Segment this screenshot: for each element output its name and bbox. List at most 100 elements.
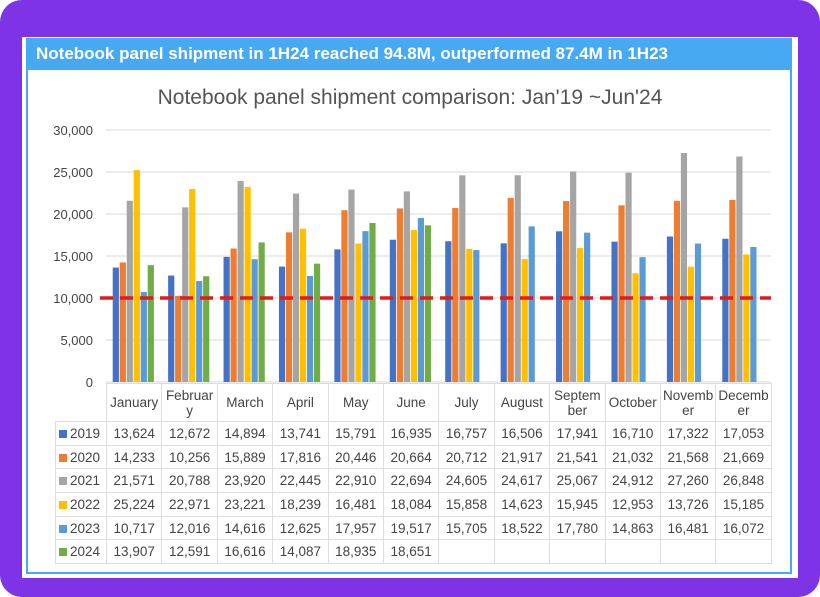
data-cell: 20,788 — [161, 468, 218, 494]
bar-2019-0 — [112, 267, 119, 382]
bar-2023-3 — [306, 275, 314, 382]
data-cell: 21,568 — [659, 444, 717, 470]
bar-2021-9 — [625, 172, 632, 382]
bar-2022-4 — [355, 243, 362, 382]
legend-swatch — [59, 500, 67, 509]
table-row: 2020 14,233 10,256 15,889 17,816 20,446 20,664… — [55, 444, 772, 470]
legend-swatch — [59, 524, 67, 533]
data-cell: 12,016 — [161, 515, 218, 541]
y-tick-label: 5,000 — [60, 333, 93, 348]
bar-2022-9 — [632, 273, 639, 382]
data-cell — [438, 539, 495, 565]
bar-2020-8 — [563, 201, 570, 382]
bar-2021-8 — [570, 171, 577, 382]
data-cell: 14,087 — [272, 539, 329, 565]
data-cell: 18,651 — [382, 539, 440, 565]
bar-2024-4 — [369, 222, 376, 382]
bar-2021-1 — [182, 207, 189, 382]
legend-entry: 2023 — [55, 515, 107, 541]
data-cell: 25,224 — [105, 492, 163, 517]
headline-banner: Notebook panel shipment in 1H24 reached … — [26, 38, 792, 70]
table-row: 2019 13,624 12,672 14,894 13,741 15,791 16,935… — [55, 421, 772, 446]
y-tick-label: 0 — [86, 375, 93, 390]
category-label: Septem ber — [549, 383, 606, 422]
data-cell: 17,322 — [659, 421, 717, 446]
data-cell: 12,953 — [604, 492, 661, 517]
category-label: March — [216, 383, 274, 422]
bar-2020-0 — [119, 262, 126, 382]
data-cell: 21,669 — [715, 444, 772, 470]
bar-2023-8 — [584, 232, 591, 382]
table-row: 2022 25,224 22,971 23,221 18,239 16,481 18,084… — [55, 492, 772, 517]
bar-2021-5 — [403, 191, 410, 382]
table-row: 2021 21,571 20,788 23,920 22,445 22,910 22,694… — [55, 468, 772, 494]
bar-2023-5 — [417, 218, 424, 382]
legend-entry: 2022 — [55, 492, 107, 517]
data-cell: 21,917 — [493, 444, 551, 470]
category-label: May — [327, 383, 384, 422]
bar-2022-8 — [577, 248, 584, 382]
bar-2020-5 — [396, 208, 403, 382]
data-cell: 22,445 — [272, 468, 329, 494]
data-cell — [604, 539, 661, 565]
bar-2022-5 — [410, 230, 417, 382]
data-cell: 13,624 — [105, 421, 163, 446]
bar-2020-4 — [341, 210, 348, 382]
legend-swatch — [59, 477, 67, 486]
data-cell: 14,863 — [604, 515, 661, 541]
series-name: 2022 — [70, 496, 101, 512]
bar-2021-6 — [459, 175, 466, 382]
data-cell: 15,705 — [438, 515, 495, 541]
data-cell: 16,506 — [493, 421, 551, 446]
data-cell — [659, 539, 717, 565]
bar-2023-11 — [750, 246, 757, 382]
data-cell: 19,517 — [382, 515, 440, 541]
category-label: August — [493, 383, 551, 422]
bar-2019-2 — [223, 256, 230, 382]
series-name: 2023 — [70, 520, 101, 536]
data-cell: 18,084 — [382, 492, 440, 517]
data-cell: 16,481 — [327, 492, 384, 517]
data-cell: 21,571 — [105, 468, 163, 494]
bar-2021-2 — [237, 181, 244, 382]
table-row: 2024 13,907 12,591 16,616 14,087 18,935 18,651 — [55, 539, 772, 565]
bar-2022-0 — [133, 170, 140, 382]
bar-2022-3 — [299, 228, 307, 382]
data-cell: 23,920 — [216, 468, 274, 494]
bar-2022-1 — [189, 189, 196, 382]
bar-2021-10 — [680, 153, 688, 382]
bar-2021-0 — [126, 200, 133, 382]
bar-2020-6 — [452, 208, 459, 382]
bar-2022-2 — [244, 186, 251, 382]
data-cell: 14,894 — [216, 421, 274, 446]
bar-2022-10 — [687, 266, 695, 382]
series-name: 2020 — [70, 449, 101, 465]
bar-2019-3 — [278, 266, 286, 382]
data-cell: 14,233 — [105, 444, 163, 470]
y-tick-label: 20,000 — [53, 207, 93, 222]
data-cell: 23,221 — [216, 492, 274, 517]
bar-2023-1 — [196, 281, 203, 382]
y-tick-label: 10,000 — [53, 291, 93, 306]
data-cell: 17,941 — [549, 421, 606, 446]
data-cell: 16,072 — [715, 515, 772, 541]
bar-2020-9 — [618, 205, 625, 382]
bar-2023-9 — [639, 257, 646, 382]
data-cell: 15,858 — [438, 492, 495, 517]
data-cell: 17,816 — [272, 444, 329, 470]
bar-2020-3 — [285, 232, 293, 382]
legend-entry: 2020 — [55, 444, 107, 470]
series-name: 2024 — [70, 544, 101, 560]
bar-2023-0 — [140, 291, 147, 382]
data-cell: 18,522 — [493, 515, 551, 541]
bar-2024-3 — [313, 263, 321, 382]
data-cell — [715, 539, 772, 565]
series-name: 2021 — [70, 473, 101, 489]
data-cell: 12,591 — [161, 539, 218, 565]
category-label: January — [105, 383, 163, 422]
data-cell: 13,741 — [272, 421, 329, 446]
data-cell: 16,481 — [659, 515, 717, 541]
data-cell: 15,185 — [715, 492, 772, 517]
data-cell: 14,623 — [493, 492, 551, 517]
